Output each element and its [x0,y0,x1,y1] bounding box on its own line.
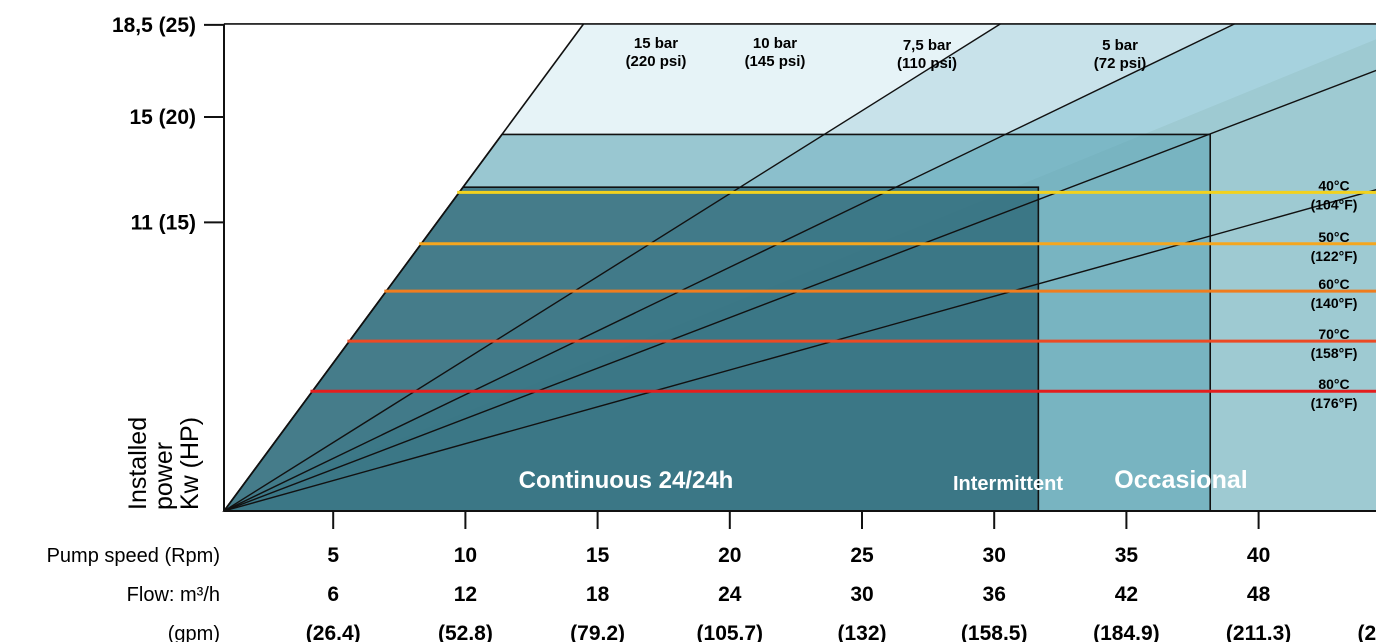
x-tick-label: 18 [586,583,610,606]
temperature-sublabel: (122°F) [1311,248,1358,264]
chart-axes [204,23,1376,529]
x-tick-label: 30 [983,544,1006,567]
x-tick-label: 30 [850,583,873,606]
x-tick-label: 24 [718,583,742,606]
duty-zones [222,133,1212,512]
x-tick-label: (237.7) [1358,622,1376,642]
x-tick-label: 5 [327,544,339,567]
x-tick-label: (26.4) [306,622,361,642]
chart-labels: 11 (15) 15 (20) 18,5 (25) Pump speed (Rpm) 5… [47,14,1376,642]
temperature-sublabel: (104°F) [1311,196,1358,212]
zone-label: Continuous 24/24h [519,467,734,494]
pressure-line-2 [223,23,1235,512]
x-tick-label: 42 [1115,583,1138,606]
temperature-label: 80°C [1318,376,1349,392]
pressure-line-3 [223,69,1376,512]
x-tick-label: 25 [850,544,874,567]
pressure-label: 7,5 bar [903,37,952,54]
y-tick-label: 11 (15) [131,211,196,234]
y-tick-label: 15 (20) [129,106,196,129]
x-tick-label: 10 [454,544,477,567]
x-tick-label: 6 [327,583,339,606]
y-axis-title-line: Installed [124,417,152,510]
y-axis-title-line: Kw (HP) [176,417,204,510]
x-tick-label: 15 [586,544,610,567]
zone-label: Intermittent [953,473,1063,495]
x-tick-label: (132) [837,622,886,642]
x-tick-label: (184.9) [1093,622,1160,642]
x-tick-label: (158.5) [961,622,1028,642]
pressure-label: 10 bar [753,35,797,52]
y-axis-title-line: power [150,442,178,510]
x-row-label: Pump speed (Rpm) [47,545,220,567]
pressure-sublabel: (220 psi) [626,53,687,70]
temperature-sublabel: (158°F) [1311,345,1358,361]
x-row-label: (gpm) [168,623,220,642]
x-row-label: Flow: m³/h [127,584,220,606]
x-tick-label: (211.3) [1226,622,1291,642]
pressure-sublabel: (145 psi) [745,53,806,70]
temperature-sublabel: (176°F) [1311,395,1358,411]
pressure-label: 5 bar [1102,37,1138,54]
temperature-label: 50°C [1318,229,1349,245]
pressure-lines [223,23,1376,512]
temperature-label: 70°C [1318,326,1349,342]
pressure-sublabel: (72 psi) [1094,55,1147,72]
temperature-label: 60°C [1318,276,1349,292]
temperature-lines [310,190,1376,393]
y-tick-label: 18,5 (25) [112,14,196,37]
pressure-label: 15 bar [634,35,678,52]
x-tick-label: 35 [1115,544,1139,567]
temperature-label: 40°C [1318,177,1349,193]
temperature-sublabel: (140°F) [1311,295,1358,311]
pressure-line-4 [223,189,1376,512]
x-tick-label: 48 [1247,583,1271,606]
pressure-sublabel: (110 psi) [897,55,957,72]
pressure-line-edge [223,23,585,512]
x-tick-label: 40 [1247,544,1270,567]
zone-continuous-24-24h [222,186,1040,512]
x-tick-label: (105.7) [697,622,764,642]
x-tick-label: (79.2) [570,622,625,642]
x-tick-label: 12 [454,583,477,606]
pressure-line-1 [223,23,1001,512]
zone-label: Occasional [1114,466,1247,494]
x-tick-label: 20 [718,544,741,567]
x-tick-label: (52.8) [438,622,493,642]
x-tick-label: 36 [983,583,1006,606]
